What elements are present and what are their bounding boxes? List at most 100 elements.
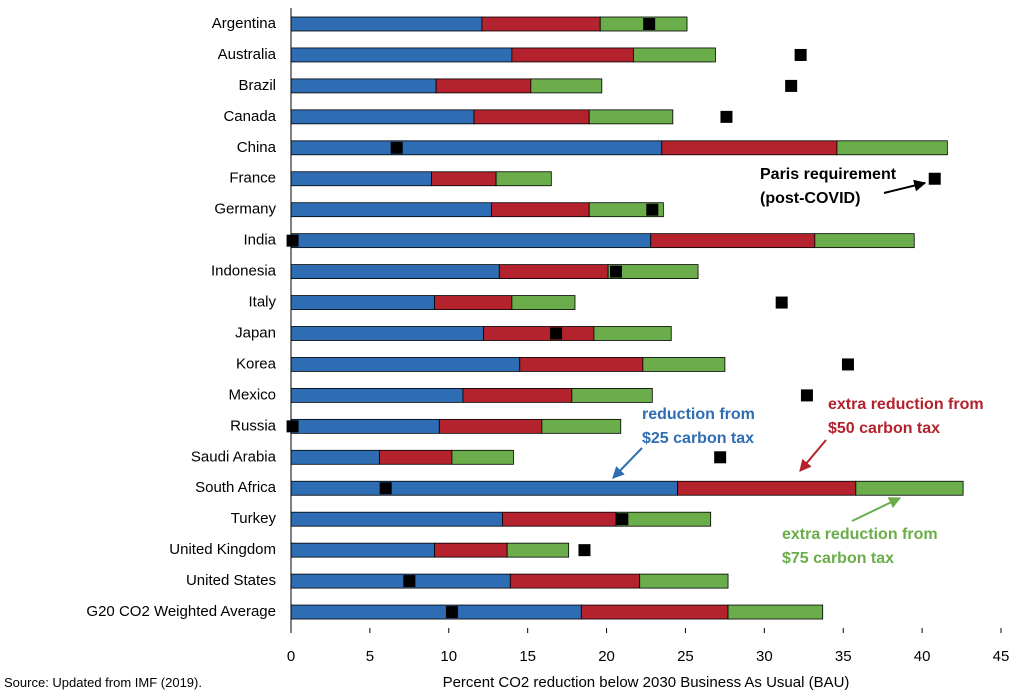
bar-segment [509, 573, 641, 589]
paris-marker [403, 575, 416, 588]
bar-segment [661, 140, 838, 156]
bar-segment [571, 387, 653, 403]
bar-segment [483, 326, 595, 341]
y-tick-label: India [243, 232, 276, 249]
x-tick-label: 45 [993, 648, 1010, 665]
paris-marker [286, 234, 299, 247]
bar-segment [290, 480, 678, 496]
bar-segment [506, 542, 570, 558]
bar-segment [290, 418, 440, 434]
bar-segment [438, 418, 543, 434]
series-label: reduction from $25 carbon tax [642, 406, 755, 447]
bar-segment [290, 78, 437, 94]
arrow [799, 439, 827, 472]
y-tick-label: United States [186, 572, 276, 589]
bar-segment [290, 47, 513, 63]
bar-segment [290, 264, 500, 280]
y-tick-label: Korea [236, 355, 277, 372]
paris-marker [390, 141, 403, 154]
paris-marker [714, 451, 727, 464]
x-tick-label: 20 [598, 648, 615, 665]
bar-segment [639, 573, 729, 589]
bar-segment [290, 233, 652, 249]
bar-segment [290, 511, 503, 527]
y-tick-label: Japan [235, 324, 276, 341]
bar-segment [855, 480, 964, 496]
paris-marker [610, 265, 623, 278]
bar-segment [498, 264, 609, 280]
y-tick-label: Argentina [212, 15, 277, 32]
y-tick-label: Brazil [238, 77, 276, 94]
bar-segment [642, 357, 726, 372]
x-tick-label: 25 [677, 648, 694, 665]
bar-segment [677, 480, 857, 496]
bar-segment [290, 604, 582, 620]
y-tick-label: Canada [223, 108, 276, 125]
arrow [851, 497, 902, 522]
y-tick-label: Indonesia [211, 263, 277, 280]
paris-marker [379, 482, 392, 495]
bar-segment [511, 47, 634, 63]
y-tick-label: Germany [214, 201, 276, 218]
bar-segment [519, 357, 644, 372]
bar-segment [462, 387, 573, 403]
bar-segment [290, 16, 483, 32]
bar-segment [290, 109, 475, 125]
y-tick-label: Italy [248, 294, 276, 311]
marker-label: Paris requirement (post-COVID) [760, 166, 897, 207]
bar-segment [290, 573, 511, 589]
x-tick-label: 35 [835, 648, 852, 665]
paris-marker [841, 358, 854, 371]
y-tick-label: Saudi Arabia [191, 448, 277, 465]
bar-segment [481, 16, 601, 32]
y-tick-label: France [229, 170, 276, 187]
series-label: extra reduction from $75 carbon tax [782, 526, 938, 567]
paris-marker [445, 606, 458, 619]
bar-segment [588, 202, 664, 218]
bar-segment [434, 295, 513, 310]
bar-segment [473, 109, 590, 125]
bar-segment [530, 78, 603, 94]
paris-marker [928, 172, 941, 185]
y-tick-label: South Africa [195, 479, 277, 496]
paris-marker [643, 18, 656, 30]
x-axis-label: Percent CO2 reduction below 2030 Busines… [443, 674, 850, 691]
bar-segment [727, 604, 824, 620]
source: Source: Updated from IMF (2019). [4, 675, 202, 690]
x-tick-label: 15 [519, 648, 536, 665]
bar-segment [607, 264, 699, 280]
series-label: extra reduction from $50 carbon tax [828, 396, 984, 437]
paris-marker [616, 513, 629, 526]
arrow [612, 447, 643, 479]
x-tick-label: 10 [440, 648, 457, 665]
y-tick-label: G20 CO2 Weighted Average [86, 603, 276, 620]
bar-segment [836, 140, 948, 156]
y-tick-label: United Kingdom [169, 541, 276, 558]
bar-segment [434, 542, 508, 558]
paris-marker [550, 327, 563, 340]
x-tick-label: 40 [914, 648, 931, 665]
arrow [883, 179, 927, 194]
bar-segment [290, 202, 492, 218]
bar-segment [451, 449, 514, 465]
bar-segment [290, 326, 484, 341]
paris-marker [794, 48, 807, 61]
bar-segment [435, 78, 532, 94]
bar-segment [290, 387, 464, 403]
bar-segment [290, 171, 432, 187]
bar-segment [593, 326, 672, 341]
y-tick-label: China [237, 139, 277, 156]
y-tick-label: Mexico [228, 386, 276, 403]
bar-segment [290, 140, 663, 156]
bar-segment [290, 542, 435, 558]
y-tick-label: Australia [218, 46, 277, 63]
paris-marker [785, 79, 798, 92]
bar-segment [511, 295, 576, 310]
bar-segment [490, 202, 590, 218]
paris-marker [775, 296, 788, 309]
bar-segment [814, 233, 915, 249]
paris-marker [578, 544, 591, 557]
bar-segment [650, 233, 816, 249]
bar-segment [431, 171, 497, 187]
